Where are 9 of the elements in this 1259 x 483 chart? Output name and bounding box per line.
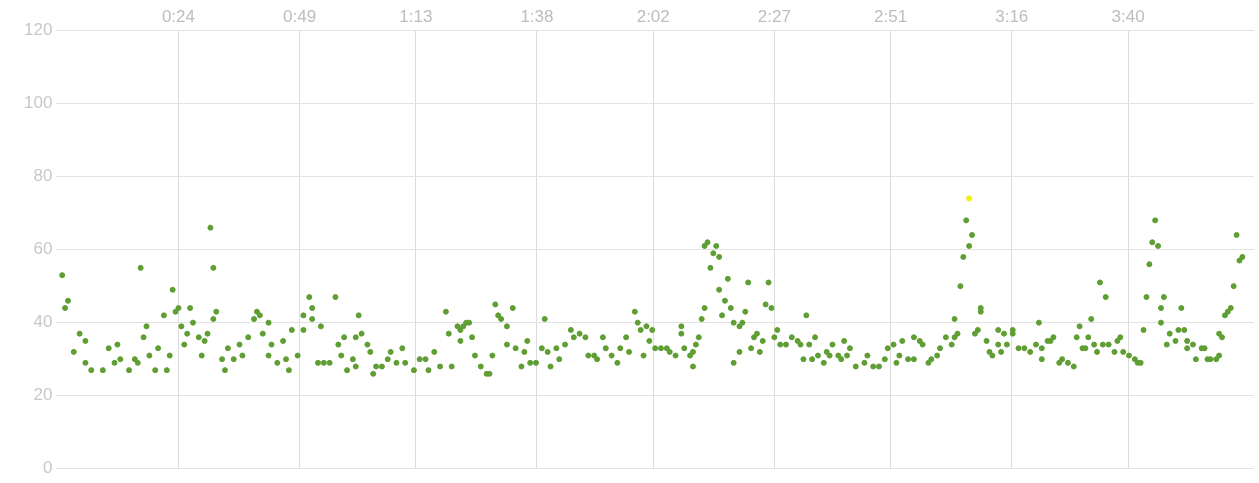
x-tick-label: 2:02: [636, 6, 670, 26]
x-tick-label: 1:13: [399, 6, 433, 26]
x-tick-label: 0:24: [161, 6, 195, 26]
x-tick-label: 3:16: [995, 6, 1029, 26]
x-tick-label: 0:49: [283, 6, 317, 26]
x-tick-label: 2:51: [874, 6, 908, 26]
x-tick-label: 1:38: [520, 6, 554, 26]
x-tick-label: 2:27: [757, 6, 791, 26]
x-tick-label: 3:40: [1111, 6, 1145, 26]
